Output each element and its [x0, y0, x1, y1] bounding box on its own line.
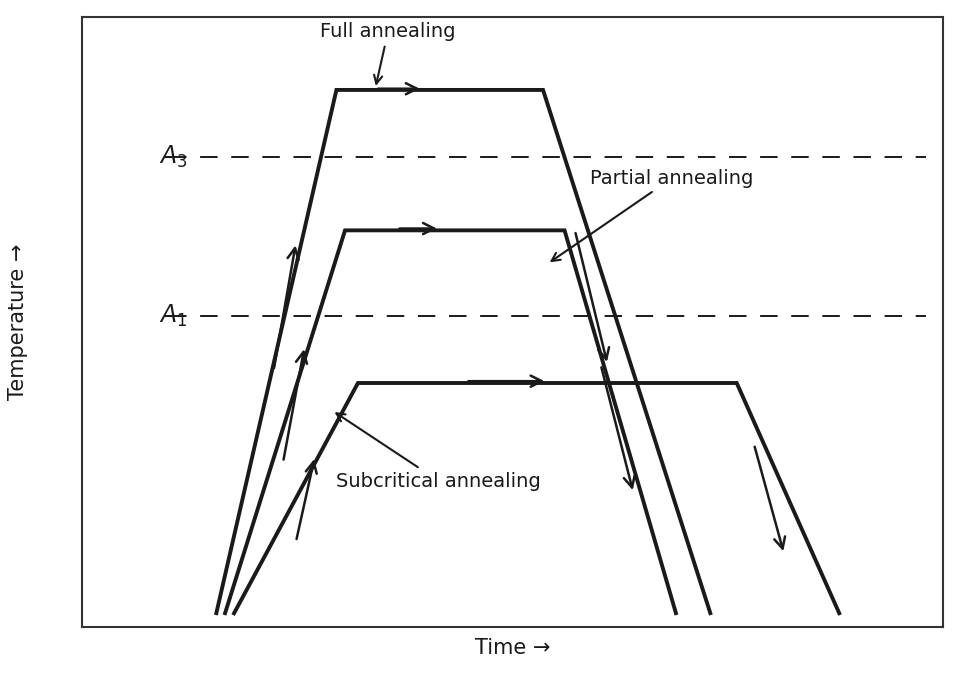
Text: Temperature →: Temperature →	[8, 244, 28, 400]
Text: Subcritical annealing: Subcritical annealing	[336, 413, 541, 491]
Text: $A_1$: $A_1$	[158, 303, 187, 329]
Text: Full annealing: Full annealing	[321, 22, 456, 84]
Text: Partial annealing: Partial annealing	[552, 169, 754, 261]
Text: $A_3$: $A_3$	[158, 144, 187, 170]
X-axis label: Time →: Time →	[475, 639, 551, 658]
